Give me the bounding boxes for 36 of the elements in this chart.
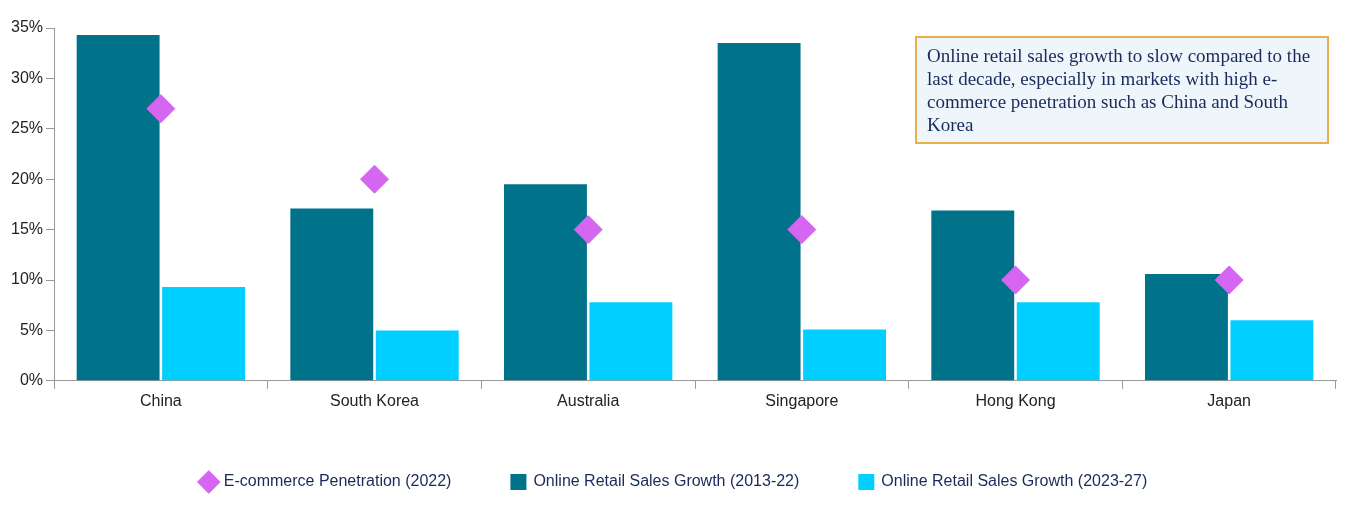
point (787, 215, 817, 245)
bar (290, 208, 374, 381)
point (1001, 265, 1031, 295)
point (1214, 265, 1244, 295)
bar (1016, 302, 1100, 381)
bar (375, 330, 459, 381)
annotation: Online retail sales growth to slow compared to the last decade, especially in markets with high e-commerce penetration such as China and South Korea (915, 36, 1329, 144)
bar (1144, 273, 1228, 381)
point (573, 215, 603, 245)
x-tick-label: Hong Kong (975, 391, 1056, 409)
bar (803, 329, 887, 381)
y-tick-label: 25% (10, 119, 44, 137)
legend-label: Online Retail Sales Growth (2023-27) (881, 472, 1148, 490)
x-tick-label: Japan (1207, 391, 1251, 409)
x-tick-label: Singapore (765, 391, 839, 409)
point (360, 164, 390, 194)
y-tick-label: 0% (19, 371, 44, 389)
bar (589, 302, 673, 381)
bar (931, 210, 1015, 381)
bar (1230, 320, 1314, 381)
x-tick-label: Australia (557, 391, 620, 409)
bar (717, 43, 801, 381)
y-tick-label: 35% (10, 18, 44, 36)
bar (162, 287, 246, 381)
x-tick-label: China (139, 391, 182, 409)
y-tick-label: 5% (19, 320, 44, 338)
bar (504, 184, 587, 381)
y-tick-label: 30% (10, 68, 44, 86)
legend-label: Online Retail Sales Growth (2013-22) (533, 472, 800, 490)
y-tick-label: 20% (10, 169, 44, 187)
legend-label: E-commerce Penetration (2022) (223, 472, 452, 490)
x-tick-label: South Korea (330, 391, 420, 409)
bar (76, 35, 160, 381)
point (146, 94, 176, 124)
y-tick-label: 10% (10, 270, 44, 288)
y-tick-label: 15% (10, 220, 44, 238)
